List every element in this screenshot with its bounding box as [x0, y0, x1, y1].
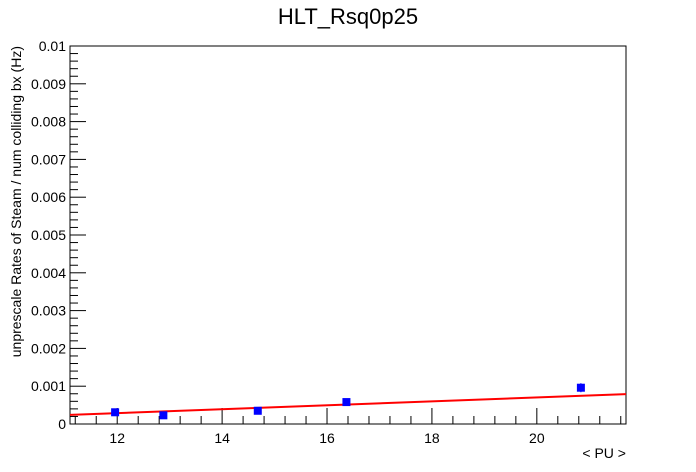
y-tick-label: 0.01: [39, 38, 66, 54]
series-layer: [69, 383, 627, 420]
data-point: [111, 408, 120, 417]
y-tick-label: 0.009: [31, 76, 66, 92]
x-axis: 12 14 16 18 20: [74, 408, 622, 446]
y-tick-label: 0.002: [31, 340, 66, 356]
data-point: [253, 406, 262, 415]
y-tick-label: 0.001: [31, 378, 66, 394]
data-point: [159, 411, 168, 420]
y-axis-title: unprescale Rates of Steam / num collidin…: [8, 46, 24, 357]
data-point: [576, 383, 585, 392]
y-tick-label: 0.008: [31, 114, 66, 130]
x-tick-label: 12: [109, 430, 125, 446]
y-axis: 0 0.001 0.002 0.003 0.004 0.005 0.006 0.007 0.00…: [31, 38, 86, 432]
y-tick-label: 0.005: [31, 227, 66, 243]
x-tick-label: 20: [529, 430, 545, 446]
y-tick-label: 0.006: [31, 189, 66, 205]
plot-frame: [69, 45, 627, 425]
y-tick-label: 0.003: [31, 303, 66, 319]
y-tick-label: 0.007: [31, 151, 66, 167]
x-tick-label: 14: [214, 430, 230, 446]
y-tick-label: 0.004: [31, 265, 66, 281]
x-axis-title: < PU >: [582, 445, 626, 461]
y-tick-label: 0: [58, 416, 66, 432]
x-tick-label: 18: [424, 430, 440, 446]
data-point: [342, 398, 351, 407]
x-tick-label: 16: [319, 430, 335, 446]
chart-title: HLT_Rsq0p25: [278, 4, 418, 29]
